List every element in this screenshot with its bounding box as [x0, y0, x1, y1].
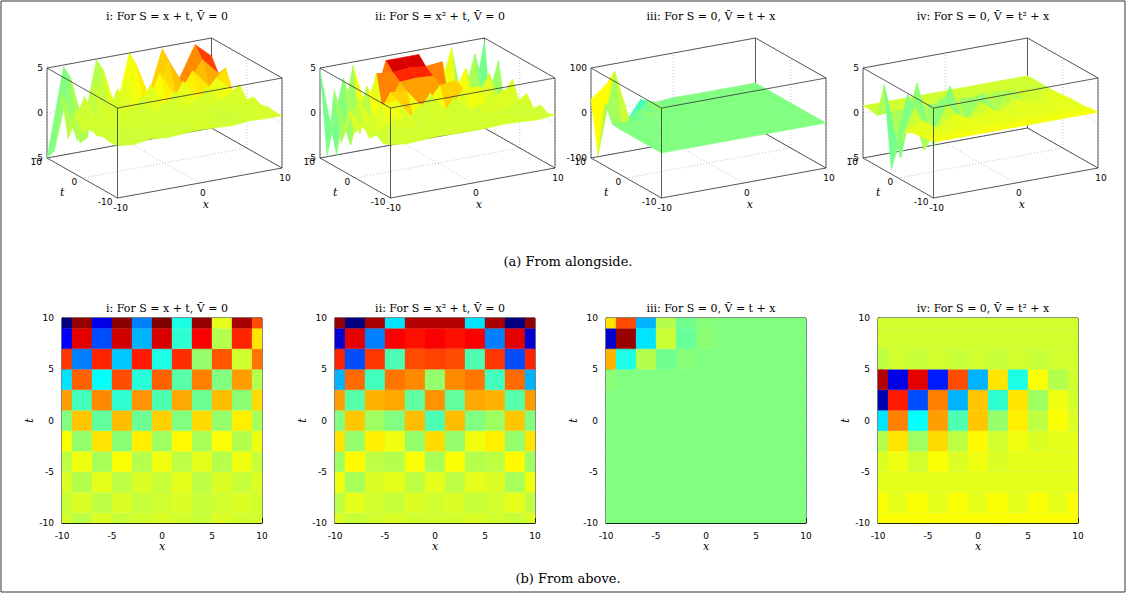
svg-text:-5: -5: [861, 467, 870, 477]
svg-text:-10: -10: [113, 203, 128, 213]
svg-text:0: 0: [72, 177, 78, 187]
svg-text:iii: For S = 0, V̄ = t + x: iii: For S = 0, V̄ = t + x: [647, 302, 777, 315]
svg-text:iv: For S = 0, V̄ = t² + x: iv: For S = 0, V̄ = t² + x: [917, 302, 1050, 315]
svg-text:i: For S = x + t, V̄ = 0: i: For S = x + t, V̄ = 0: [106, 10, 228, 23]
svg-text:-10: -10: [855, 518, 870, 528]
svg-text:-10: -10: [929, 203, 944, 213]
svg-text:0: 0: [432, 531, 438, 541]
svg-text:(b) From above.: (b) From above.: [515, 571, 620, 586]
svg-text:10: 10: [1072, 531, 1084, 541]
svg-text:-10: -10: [657, 203, 672, 213]
svg-text:10: 10: [1095, 173, 1107, 183]
svg-text:5: 5: [1025, 531, 1031, 541]
svg-text:0: 0: [321, 416, 327, 426]
svg-text:10: 10: [847, 157, 859, 167]
svg-text:-10: -10: [312, 518, 327, 528]
svg-text:10: 10: [823, 173, 835, 183]
svg-text:0: 0: [864, 416, 870, 426]
svg-text:0: 0: [345, 177, 351, 187]
svg-text:0: 0: [744, 188, 750, 198]
svg-text:0: 0: [1016, 188, 1022, 198]
svg-text:-5: -5: [45, 467, 54, 477]
svg-text:x: x: [432, 540, 439, 553]
svg-text:0: 0: [37, 108, 43, 118]
svg-text:5: 5: [48, 364, 54, 374]
svg-text:ii: For S = x² + t, V̄ = 0: ii: For S = x² + t, V̄ = 0: [375, 302, 505, 315]
svg-text:t: t: [839, 418, 852, 423]
svg-text:-10: -10: [871, 531, 886, 541]
svg-text:-10: -10: [98, 197, 113, 207]
svg-text:-5: -5: [589, 467, 598, 477]
svg-text:0: 0: [473, 188, 479, 198]
svg-text:iv: For S = 0, V̄ = t² + x: iv: For S = 0, V̄ = t² + x: [917, 10, 1050, 23]
svg-text:5: 5: [209, 531, 215, 541]
svg-text:5: 5: [864, 364, 870, 374]
svg-text:-10: -10: [39, 518, 54, 528]
svg-text:10: 10: [552, 173, 564, 183]
svg-text:5: 5: [592, 364, 598, 374]
svg-text:i: For S = x + t, V̄ = 0: i: For S = x + t, V̄ = 0: [106, 302, 228, 315]
svg-text:t: t: [333, 186, 338, 199]
svg-text:10: 10: [279, 173, 291, 183]
svg-text:10: 10: [256, 531, 268, 541]
svg-text:-10: -10: [386, 203, 401, 213]
svg-text:5: 5: [853, 63, 859, 73]
svg-text:t: t: [60, 186, 65, 199]
svg-text:t: t: [567, 418, 580, 423]
svg-text:5: 5: [310, 63, 316, 73]
svg-text:0: 0: [200, 188, 206, 198]
svg-text:x: x: [476, 198, 483, 211]
svg-text:0: 0: [159, 531, 165, 541]
svg-text:x: x: [203, 198, 210, 211]
svg-text:-5: -5: [381, 531, 390, 541]
svg-text:5: 5: [753, 531, 759, 541]
svg-text:t: t: [876, 186, 881, 199]
svg-text:10: 10: [31, 157, 43, 167]
svg-text:t: t: [23, 418, 36, 423]
svg-text:10: 10: [859, 313, 871, 323]
svg-text:x: x: [159, 540, 166, 553]
svg-text:5: 5: [37, 63, 43, 73]
svg-text:10: 10: [529, 531, 541, 541]
svg-text:0: 0: [888, 177, 894, 187]
svg-text:100: 100: [570, 63, 587, 73]
svg-text:x: x: [703, 540, 710, 553]
svg-text:-10: -10: [371, 197, 386, 207]
svg-text:ii: For S = x² + t, V̄ = 0: ii: For S = x² + t, V̄ = 0: [375, 10, 505, 23]
svg-text:10: 10: [304, 157, 316, 167]
svg-text:x: x: [747, 198, 754, 211]
svg-text:-10: -10: [642, 197, 657, 207]
svg-text:-10: -10: [55, 531, 70, 541]
svg-text:t: t: [296, 418, 309, 423]
svg-text:-10: -10: [599, 531, 614, 541]
svg-text:0: 0: [581, 108, 587, 118]
svg-text:5: 5: [482, 531, 488, 541]
svg-text:10: 10: [800, 531, 812, 541]
svg-text:0: 0: [703, 531, 709, 541]
svg-text:-5: -5: [318, 467, 327, 477]
svg-text:-10: -10: [583, 518, 598, 528]
svg-text:0: 0: [592, 416, 598, 426]
svg-text:-5: -5: [924, 531, 933, 541]
svg-text:0: 0: [48, 416, 54, 426]
svg-text:0: 0: [975, 531, 981, 541]
svg-text:-10: -10: [328, 531, 343, 541]
svg-text:x: x: [975, 540, 982, 553]
svg-text:5: 5: [321, 364, 327, 374]
svg-text:0: 0: [853, 108, 859, 118]
svg-text:10: 10: [575, 157, 587, 167]
svg-text:10: 10: [316, 313, 328, 323]
svg-text:-5: -5: [108, 531, 117, 541]
svg-text:10: 10: [43, 313, 55, 323]
svg-text:iii: For S = 0, V̄ = t + x: iii: For S = 0, V̄ = t + x: [647, 10, 777, 23]
svg-text:-5: -5: [652, 531, 661, 541]
svg-text:10: 10: [587, 313, 599, 323]
svg-text:x: x: [1019, 198, 1026, 211]
svg-text:-10: -10: [914, 197, 929, 207]
svg-text:(a) From alongside.: (a) From alongside.: [504, 254, 633, 269]
svg-text:t: t: [604, 186, 609, 199]
svg-text:0: 0: [310, 108, 316, 118]
svg-text:0: 0: [616, 177, 622, 187]
